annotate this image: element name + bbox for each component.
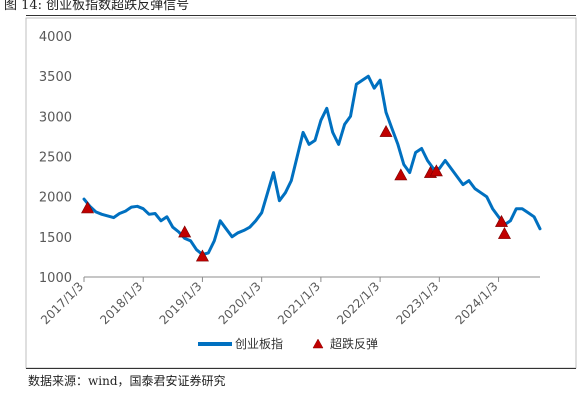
- bottom-rule: [26, 368, 576, 369]
- rebound-markers: [81, 124, 511, 262]
- rebound-signal-marker: [495, 214, 509, 227]
- index-line: [82, 74, 542, 256]
- rebound-signal-marker: [394, 168, 408, 181]
- x-tick-label: 2019/1/3: [157, 279, 205, 327]
- legend-label-index: 创业板指: [235, 336, 283, 351]
- rebound-signal-marker: [497, 226, 511, 239]
- x-tick-label: 2021/1/3: [275, 279, 323, 327]
- x-tick-label: 2024/1/3: [453, 279, 501, 327]
- y-tick-label: 1000: [39, 271, 72, 286]
- x-tick-label: 2017/1/3: [38, 279, 86, 327]
- y-axis: 1000 1500 2000 2500 3000 3500 4000: [39, 30, 72, 286]
- x-tick-label: 2018/1/3: [97, 279, 145, 327]
- x-tick-label: 2023/1/3: [393, 279, 441, 327]
- figure-title: 图 14: 创业板指数超跌反弹信号: [4, 0, 190, 13]
- rebound-signal-marker: [81, 201, 95, 214]
- x-tick-label: 2020/1/3: [216, 279, 264, 327]
- legend: 创业板指 超跌反弹: [198, 336, 378, 351]
- y-tick-label: 2500: [39, 151, 72, 166]
- y-tick-label: 1500: [39, 231, 72, 246]
- y-tick-label: 3500: [39, 70, 72, 85]
- y-tick-label: 3000: [39, 110, 72, 125]
- rebound-signal-marker: [178, 225, 192, 238]
- legend-triangle-swatch: [312, 338, 324, 349]
- legend-label-rebound: 超跌反弹: [330, 336, 378, 351]
- y-tick-label: 4000: [39, 30, 72, 45]
- x-axis: 2017/1/3 2018/1/3 2019/1/3 2020/1/3 2021/1/3…: [38, 276, 540, 327]
- x-tick-label: 2022/1/3: [334, 279, 382, 327]
- top-rule: [26, 15, 576, 16]
- rebound-signal-marker: [379, 124, 393, 137]
- y-tick-label: 2000: [39, 191, 72, 206]
- source-note: 数据来源：wind，国泰君安证券研究: [28, 374, 226, 388]
- rebound-signal-marker: [429, 164, 443, 177]
- rebound-signal-marker: [195, 249, 209, 262]
- series-lines: [82, 74, 542, 256]
